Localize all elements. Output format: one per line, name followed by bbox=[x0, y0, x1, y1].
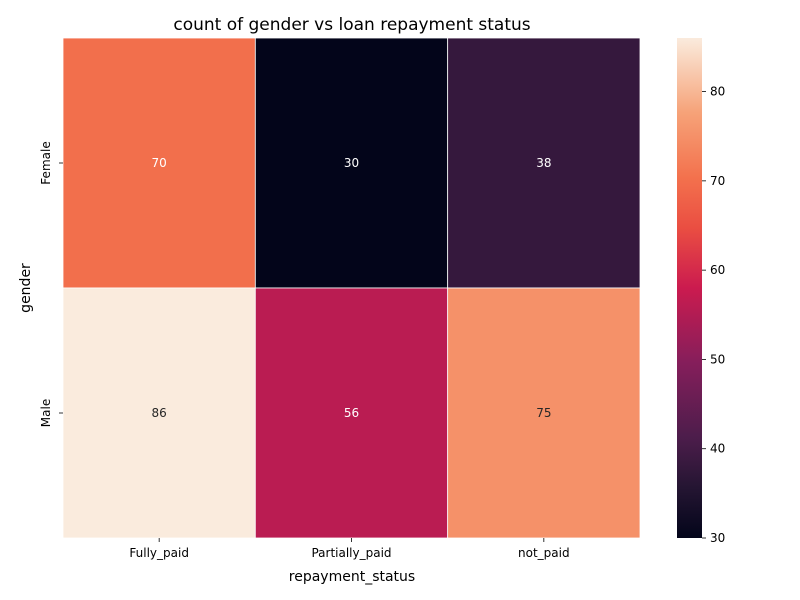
heatmap-cell bbox=[447, 37, 641, 289]
colorbar-tick-label: 60 bbox=[710, 263, 725, 277]
y-axis-label: gender bbox=[18, 263, 34, 313]
cell-value-label: 86 bbox=[152, 406, 167, 420]
cell-value-label: 75 bbox=[536, 406, 551, 420]
x-axis-ticks: Fully_paid Partially_paid not_paid bbox=[129, 538, 570, 560]
heatmap-cell-labels: 70 30 38 86 56 75 bbox=[152, 156, 552, 420]
y-tick-label: Male bbox=[39, 399, 53, 427]
colorbar-tick-label: 30 bbox=[710, 531, 725, 545]
heatmap-cell bbox=[254, 287, 449, 539]
y-axis-ticks: Female Male bbox=[39, 141, 63, 427]
colorbar-tick-label: 50 bbox=[710, 352, 725, 366]
heatmap-cell bbox=[62, 287, 256, 539]
cell-value-label: 70 bbox=[152, 156, 167, 170]
colorbar-tick-label: 70 bbox=[710, 174, 725, 188]
cell-value-label: 38 bbox=[536, 156, 551, 170]
colorbar-gradient bbox=[677, 38, 702, 538]
heatmap-cell bbox=[254, 37, 449, 289]
y-tick-label: Female bbox=[39, 141, 53, 184]
colorbar-tick-label: 80 bbox=[710, 85, 725, 99]
x-axis-label: repayment_status bbox=[289, 569, 415, 585]
x-tick-label: not_paid bbox=[518, 546, 570, 560]
heatmap-cell bbox=[62, 37, 256, 289]
heatmap-cells bbox=[62, 37, 641, 539]
chart-title: count of gender vs loan repayment status bbox=[173, 15, 530, 35]
colorbar-tick-label: 40 bbox=[710, 442, 725, 456]
x-tick-label: Fully_paid bbox=[129, 546, 189, 560]
heatmap-cell bbox=[447, 287, 641, 539]
colorbar-ticks: 30 40 50 60 70 80 bbox=[702, 85, 725, 545]
cell-value-label: 30 bbox=[344, 156, 359, 170]
cell-value-label: 56 bbox=[344, 406, 359, 420]
colorbar: 30 40 50 60 70 80 bbox=[677, 38, 725, 545]
x-tick-label: Partially_paid bbox=[311, 546, 391, 560]
